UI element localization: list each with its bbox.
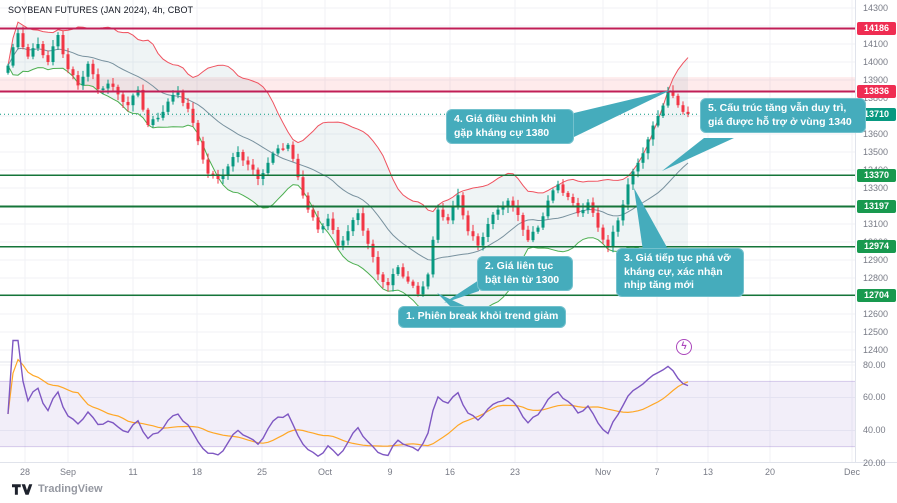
time-tick-label: 18 (191, 467, 202, 477)
rsi-tick-label: 60.00 (863, 392, 886, 403)
support-price-badge: 12974 (857, 240, 896, 254)
support-price-badge: 13370 (857, 168, 896, 182)
time-tick-label: 13 (702, 467, 713, 477)
tradingview-logo-text: TradingView (38, 483, 103, 495)
price-tick-label: 14100 (863, 38, 889, 49)
time-tick-label: 16 (444, 467, 455, 477)
callout-1[interactable]: 1. Phiên break khỏi trend giảm (398, 306, 567, 328)
callout-2[interactable]: 2. Giá liên tục bật lên từ 1300 (477, 256, 573, 292)
time-tick-label: 9 (387, 467, 393, 477)
time-tick-label: 11 (128, 467, 138, 477)
time-tick-label: 20 (764, 467, 775, 477)
rsi-pane (0, 339, 855, 458)
rsi-tick-label: 20.00 (863, 457, 886, 468)
time-tick-label: Dec (843, 467, 860, 477)
time-tick-label: 25 (256, 467, 267, 477)
price-tick-label: 12800 (863, 272, 889, 283)
callout-4[interactable]: 4. Giá điều chỉnh khi gặp kháng cự 1380 (446, 109, 574, 145)
price-tick-label: 13300 (863, 182, 889, 193)
time-axis[interactable]: 28 Sep 11 18 25 Oct 9 16 23 Nov 7 13 20 Dec (0, 462, 897, 483)
last-price-badge: 13710 (857, 107, 896, 121)
resistance-price-badge: 14186 (857, 22, 896, 36)
tradingview-logo-icon (12, 483, 33, 495)
price-tick-label: 12400 (863, 344, 889, 355)
callout-5[interactable]: 5. Cấu trúc tăng vẫn duy trì, giá được h… (700, 98, 866, 134)
price-tick-label: 13500 (863, 146, 889, 157)
rsi-tick-label: 80.00 (863, 359, 886, 370)
resistance-price-badge: 13836 (857, 85, 896, 99)
time-tick-label: 28 (19, 467, 30, 477)
time-tick-label: Oct (317, 467, 332, 477)
price-tick-label: 14300 (863, 2, 889, 13)
support-price-badge: 12704 (857, 288, 896, 302)
time-tick-label: Nov (594, 467, 611, 477)
time-tick-label: Sep (59, 467, 76, 477)
chart-canvas[interactable] (0, 0, 855, 462)
rsi-line (7, 339, 689, 458)
price-axis[interactable]: 1430014200141001400013900138001370013600… (855, 0, 897, 468)
rsi-tick-label: 40.00 (863, 424, 886, 435)
tradingview-logo[interactable]: TradingView (12, 483, 103, 495)
resistance-zone[interactable] (0, 77, 855, 92)
time-tick-label: 23 (509, 467, 520, 477)
symbol-title[interactable]: SOYBEAN FUTURES (JAN 2024), 4h, CBOT (8, 5, 194, 15)
price-tick-label: 12600 (863, 308, 889, 319)
time-tick-label: 7 (654, 467, 660, 477)
price-tick-label: 12500 (863, 326, 889, 337)
candles (6, 26, 690, 297)
price-tick-label: 14000 (863, 56, 889, 67)
price-tick-label: 13100 (863, 218, 889, 229)
price-tick-label: 13900 (863, 74, 889, 85)
price-tick-label: 13600 (863, 128, 889, 139)
price-tick-label: 12900 (863, 254, 889, 265)
callout-3[interactable]: 3. Giá tiếp tục phá vỡ kháng cự, xác nhậ… (616, 248, 744, 297)
support-price-badge: 13197 (857, 200, 896, 214)
callout-pointers (437, 90, 734, 308)
lightning-icon[interactable]: ϟ (676, 339, 692, 355)
